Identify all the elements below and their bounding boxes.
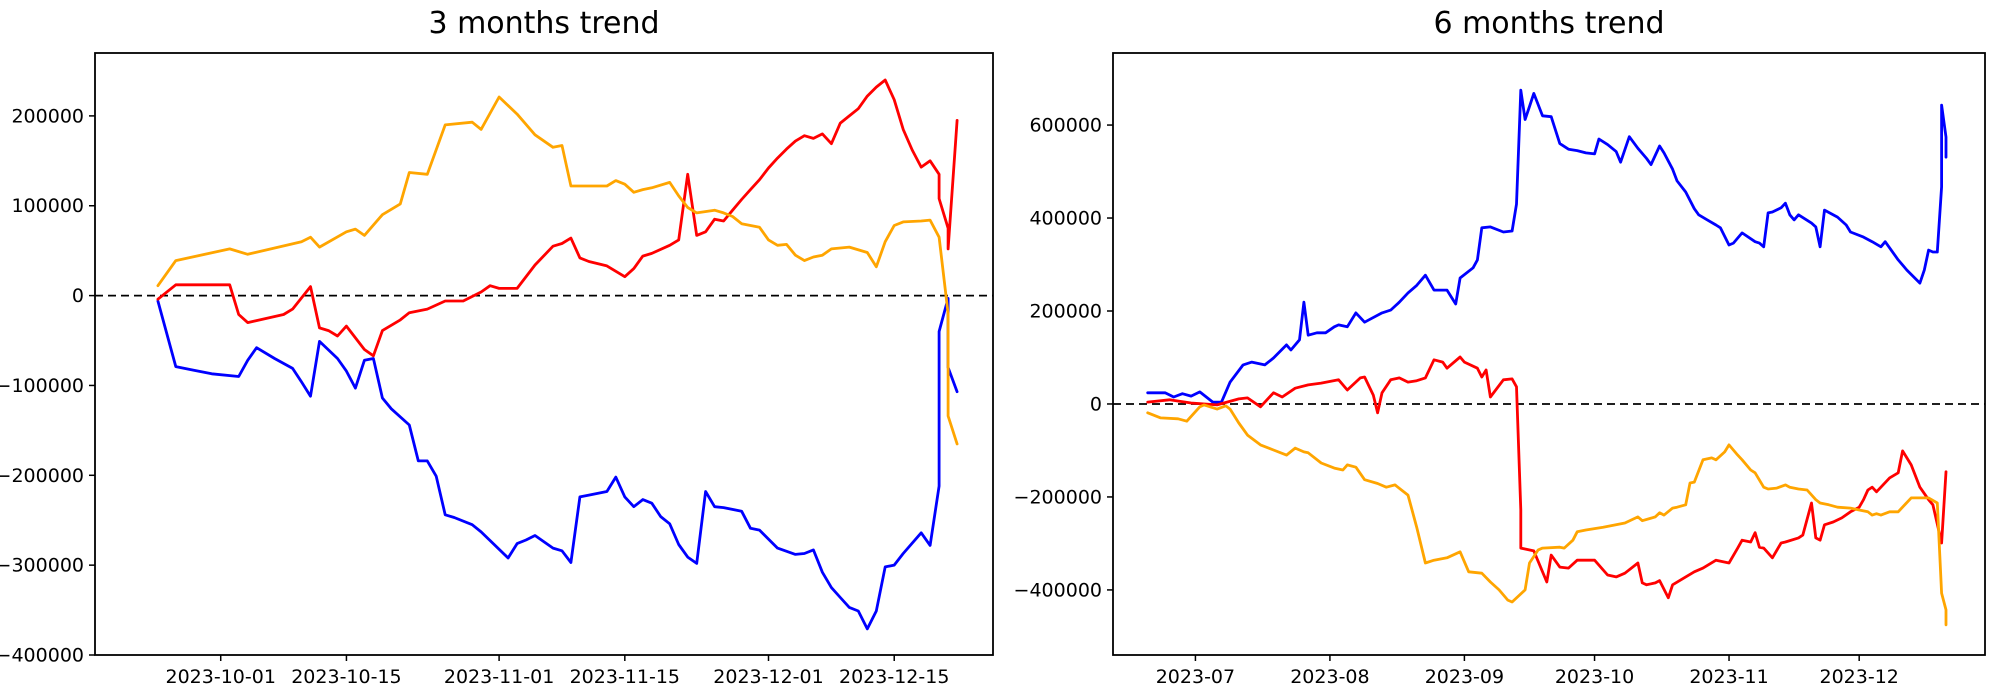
- y-tick-label: −200000: [0, 465, 84, 487]
- x-tick-label: 2023-12-01: [713, 666, 823, 688]
- chart-6-months-trend: 600000 400000 200000 0 −200000 −400000 2023-07…: [1014, 52, 1986, 688]
- y-tick-label: 200000: [11, 105, 84, 127]
- x-tick-label: 2023-12: [1819, 666, 1898, 688]
- plot-border: [1112, 52, 1986, 656]
- plot-border: [94, 52, 994, 656]
- y-tick-label: −200000: [1014, 486, 1102, 508]
- x-tick-label: 2023-12-15: [839, 666, 949, 688]
- x-tick-label: 2023-07: [1156, 666, 1235, 688]
- series-red-line: [156, 78, 959, 358]
- y-tick-label: 600000: [1029, 115, 1102, 137]
- x-tick-label: 2023-10: [1555, 666, 1634, 688]
- series-orange-line: [156, 95, 959, 446]
- y-tick-label: 0: [1090, 393, 1102, 415]
- y-tick-label: 0: [72, 285, 84, 307]
- y-tick-label: −400000: [1014, 579, 1102, 601]
- y-tick-label: −300000: [0, 555, 84, 577]
- series-blue-line: [1146, 88, 1948, 404]
- chart-3-months-trend: 200000 100000 0 −100000 −200000 −300000 −40000…: [0, 52, 994, 688]
- series-orange-line: [1146, 403, 1948, 627]
- y-tick-label: −400000: [0, 645, 84, 667]
- chart-title-6-months-trend: 6 months trend: [1433, 6, 1665, 41]
- series-blue-line: [156, 296, 959, 631]
- x-tick-label: 2023-08: [1290, 666, 1369, 688]
- x-tick-label: 2023-11-01: [444, 666, 554, 688]
- x-tick-label: 2023-10-15: [291, 666, 401, 688]
- series-red-line: [1146, 355, 1948, 600]
- y-tick-label: 200000: [1029, 301, 1102, 323]
- x-tick-label: 2023-11: [1689, 666, 1768, 688]
- x-tick-label: 2023-10-01: [166, 666, 276, 688]
- y-tick-label: 400000: [1029, 208, 1102, 230]
- x-tick-label: 2023-11-15: [570, 666, 680, 688]
- chart-title-3-months-trend: 3 months trend: [428, 6, 660, 41]
- y-tick-label: 100000: [11, 195, 84, 217]
- y-tick-label: −100000: [0, 375, 84, 397]
- x-tick-label: 2023-09: [1425, 666, 1504, 688]
